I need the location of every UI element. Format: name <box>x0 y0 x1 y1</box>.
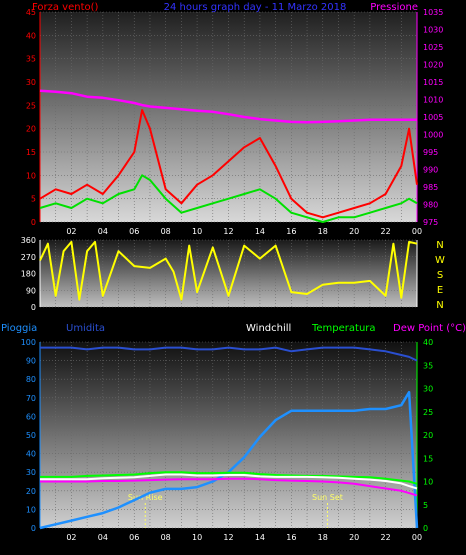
legend-rain: Pioggia <box>1 323 37 334</box>
legend-humidity: Umidita <box>66 323 105 334</box>
x-tick-label: 22 <box>380 227 390 236</box>
left-tick-label: 20 <box>26 487 36 496</box>
left-tick-label: 180 <box>21 270 36 279</box>
right-tick-label: 40 <box>423 338 433 347</box>
left-tick-label: 5 <box>31 195 36 204</box>
x-tick-label: 04 <box>98 533 108 542</box>
series-dew <box>40 477 418 497</box>
x-tick-label: 02 <box>66 227 76 236</box>
annotation-label: Sun Set <box>312 493 343 502</box>
series-humidity <box>40 346 418 362</box>
legend-temperatura: Temperatura <box>311 323 376 334</box>
x-tick-label: 16 <box>286 227 296 236</box>
direction-letter: N <box>436 240 443 251</box>
x-tick-label: 18 <box>318 533 328 542</box>
x-tick-label: 18 <box>318 227 328 236</box>
right-tick-label: 20 <box>423 431 433 440</box>
left-tick-label: 40 <box>26 450 36 459</box>
left-tick-label: 70 <box>26 394 36 403</box>
right-tick-label: 1030 <box>423 26 443 35</box>
x-tick-label: 06 <box>129 533 139 542</box>
annotation-label: Sun Rise <box>128 493 163 502</box>
series-wind <box>39 174 418 223</box>
x-tick-label: 06 <box>129 227 139 236</box>
direction-letter: N <box>436 300 443 311</box>
left-tick-label: 10 <box>26 505 36 514</box>
right-tick-label: 1015 <box>423 78 443 87</box>
right-tick-label: 985 <box>423 183 438 192</box>
left-tick-label: 0 <box>31 218 36 227</box>
left-tick-label: 30 <box>26 78 36 87</box>
left-tick-label: 270 <box>21 253 36 262</box>
left-tick-label: 45 <box>26 8 36 17</box>
legend-dew-point: Dew Point (°C) <box>393 323 466 334</box>
x-tick-label: 00 <box>412 533 422 542</box>
x-tick-label: 08 <box>161 533 171 542</box>
x-tick-label: 20 <box>349 533 359 542</box>
x-tick-label: 16 <box>286 533 296 542</box>
right-tick-label: 5 <box>423 501 428 510</box>
right-tick-label: 1035 <box>423 8 443 17</box>
right-tick-label: 1025 <box>423 43 443 52</box>
x-tick-label: 04 <box>98 227 108 236</box>
left-tick-label: 90 <box>26 357 36 366</box>
x-tick-label: 14 <box>255 227 265 236</box>
left-tick-label: 50 <box>26 431 36 440</box>
right-tick-label: 25 <box>423 408 433 417</box>
x-tick-label: 14 <box>255 533 265 542</box>
x-tick-label: 10 <box>192 227 202 236</box>
x-tick-label: 12 <box>223 533 233 542</box>
series-gust <box>39 109 418 219</box>
x-tick-label: 10 <box>192 533 202 542</box>
left-tick-label: 100 <box>21 338 36 347</box>
series-pressure <box>39 89 417 124</box>
legend-windchill: Windchill <box>246 323 291 334</box>
x-tick-label: 08 <box>161 227 171 236</box>
left-tick-label: 30 <box>26 468 36 477</box>
left-tick-label: 20 <box>26 125 36 134</box>
left-tick-label: 0 <box>31 303 36 312</box>
left-tick-label: 0 <box>31 524 36 533</box>
panel1-right-label: Pressione <box>370 2 418 13</box>
direction-letter: W <box>435 255 445 266</box>
series-temp <box>40 471 418 485</box>
right-tick-label: 980 <box>423 201 438 210</box>
x-tick-label: 12 <box>223 227 233 236</box>
series-direction <box>39 240 418 301</box>
left-tick-label: 360 <box>21 236 36 245</box>
right-tick-label: 15 <box>423 454 433 463</box>
right-tick-label: 995 <box>423 148 438 157</box>
right-tick-label: 30 <box>423 385 433 394</box>
left-tick-label: 25 <box>26 101 36 110</box>
right-tick-label: 1020 <box>423 61 443 70</box>
right-tick-label: 1005 <box>423 113 443 122</box>
right-tick-label: 10 <box>423 478 433 487</box>
left-tick-label: 40 <box>26 31 36 40</box>
left-tick-label: 15 <box>26 148 36 157</box>
x-tick-label: 00 <box>412 227 422 236</box>
left-tick-label: 80 <box>26 375 36 384</box>
right-tick-label: 1000 <box>423 131 443 140</box>
panel1-left-label: Forza vento() <box>32 2 99 13</box>
direction-letter: S <box>437 270 443 281</box>
series-windchill <box>40 473 418 490</box>
left-tick-label: 10 <box>26 171 36 180</box>
left-tick-label: 60 <box>26 412 36 421</box>
right-tick-label: 0 <box>423 524 428 533</box>
left-tick-label: 35 <box>26 55 36 64</box>
right-tick-label: 35 <box>423 361 433 370</box>
x-tick-label: 02 <box>66 533 76 542</box>
right-tick-label: 990 <box>423 166 438 175</box>
series-rain <box>39 390 419 530</box>
right-tick-label: 1010 <box>423 96 443 105</box>
left-tick-label: 90 <box>26 286 36 295</box>
x-tick-label: 22 <box>380 533 390 542</box>
panel1-title: 24 hours graph day - 11 Marzo 2018 <box>164 2 347 13</box>
right-tick-label: 975 <box>423 218 438 227</box>
direction-letter: E <box>437 285 443 296</box>
x-tick-label: 20 <box>349 227 359 236</box>
